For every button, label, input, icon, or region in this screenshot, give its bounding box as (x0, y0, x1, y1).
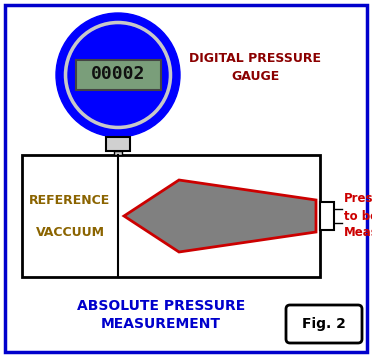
Text: VACCUUM: VACCUUM (35, 226, 105, 238)
Bar (22, 155, 320, 277)
Circle shape (62, 19, 174, 131)
Bar (320, 202, 334, 230)
Text: 00002: 00002 (91, 65, 145, 83)
Bar (114, 151, 122, 155)
Circle shape (56, 13, 180, 137)
Text: ABSOLUTE PRESSURE
MEASUREMENT: ABSOLUTE PRESSURE MEASUREMENT (77, 300, 245, 331)
Text: Fig. 2: Fig. 2 (302, 317, 346, 331)
FancyBboxPatch shape (286, 305, 362, 343)
Text: Pressure
to be
Measured: Pressure to be Measured (344, 192, 372, 240)
Bar (106, 137, 130, 151)
Text: DIGITAL PRESSURE
GAUGE: DIGITAL PRESSURE GAUGE (189, 51, 321, 82)
Circle shape (68, 25, 168, 125)
Text: REFERENCE: REFERENCE (29, 193, 110, 206)
Bar (76, 60, 160, 90)
Polygon shape (124, 180, 316, 252)
